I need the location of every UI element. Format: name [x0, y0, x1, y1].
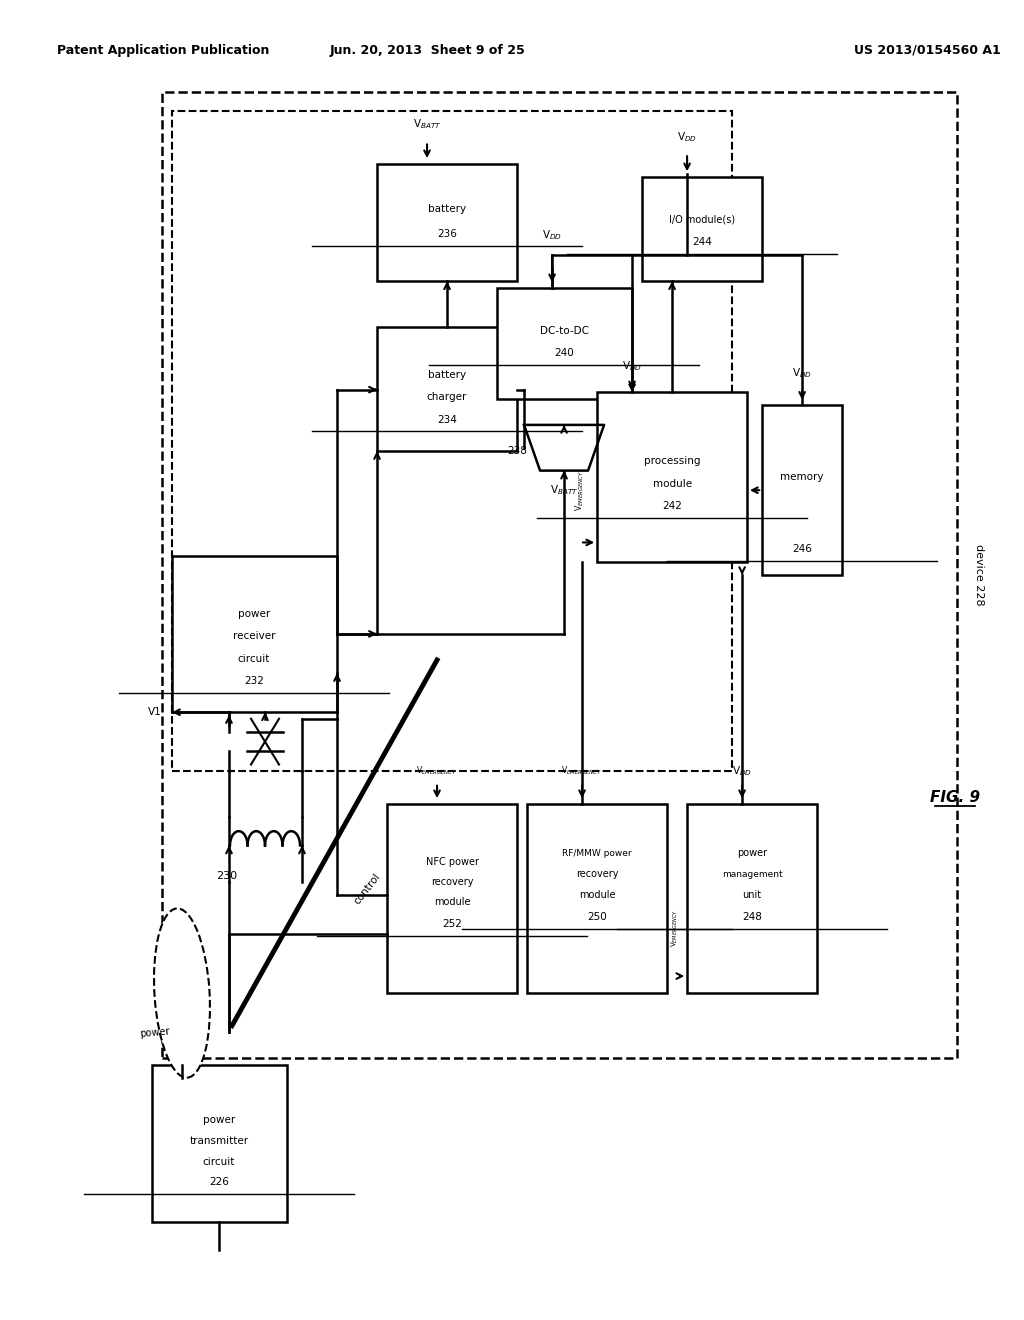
Text: 236: 236 — [437, 230, 457, 239]
Text: 248: 248 — [742, 912, 762, 923]
Text: processing: processing — [644, 457, 700, 466]
Text: V$_{BATT}$: V$_{BATT}$ — [550, 483, 579, 498]
FancyBboxPatch shape — [497, 288, 632, 399]
Text: V$_{DD}$: V$_{DD}$ — [732, 764, 752, 777]
FancyBboxPatch shape — [687, 804, 817, 993]
Text: power: power — [139, 1026, 170, 1039]
Text: recovery: recovery — [575, 869, 618, 879]
Text: control: control — [352, 871, 382, 906]
FancyBboxPatch shape — [762, 405, 842, 576]
Text: module: module — [579, 890, 615, 900]
Text: 252: 252 — [442, 919, 462, 929]
Text: charger: charger — [427, 392, 467, 403]
Text: Jun. 20, 2013  Sheet 9 of 25: Jun. 20, 2013 Sheet 9 of 25 — [329, 44, 525, 57]
FancyBboxPatch shape — [597, 392, 748, 562]
Text: V$_{DD}$: V$_{DD}$ — [542, 228, 562, 243]
FancyBboxPatch shape — [172, 111, 732, 771]
Text: module: module — [652, 479, 691, 488]
Text: 226: 226 — [209, 1177, 229, 1188]
Text: transmitter: transmitter — [189, 1135, 249, 1146]
Text: V$_{BATT}$: V$_{BATT}$ — [413, 117, 441, 132]
Text: battery: battery — [428, 205, 466, 214]
Text: DC-to-DC: DC-to-DC — [540, 326, 589, 335]
FancyBboxPatch shape — [172, 556, 337, 713]
Text: recovery: recovery — [431, 876, 473, 887]
FancyBboxPatch shape — [387, 804, 517, 993]
Text: 232: 232 — [244, 676, 264, 686]
Text: US 2013/0154560 A1: US 2013/0154560 A1 — [854, 44, 1000, 57]
Text: management: management — [722, 870, 782, 879]
Text: module: module — [434, 896, 470, 907]
Text: NFC power: NFC power — [426, 858, 478, 867]
Text: RF/MMW power: RF/MMW power — [562, 849, 632, 858]
FancyBboxPatch shape — [527, 804, 667, 993]
Text: 244: 244 — [692, 238, 712, 247]
FancyBboxPatch shape — [377, 164, 517, 281]
Text: unit: unit — [742, 890, 762, 900]
Text: 246: 246 — [793, 544, 812, 554]
Text: power: power — [737, 849, 767, 858]
Ellipse shape — [154, 908, 210, 1077]
Text: V$_{DD}$: V$_{DD}$ — [793, 366, 812, 380]
Text: circuit: circuit — [203, 1156, 236, 1167]
Text: device 228: device 228 — [974, 544, 984, 606]
Text: V$_{EMERGENCY}$: V$_{EMERGENCY}$ — [670, 908, 680, 946]
Text: V$_{DD}$: V$_{DD}$ — [622, 359, 642, 374]
Text: 238: 238 — [507, 446, 527, 455]
FancyBboxPatch shape — [152, 1065, 287, 1221]
Text: 250: 250 — [587, 912, 607, 923]
Text: 240: 240 — [554, 348, 573, 358]
Text: Patent Application Publication: Patent Application Publication — [57, 44, 269, 57]
Text: V$_{EMERGENCY}$: V$_{EMERGENCY}$ — [561, 764, 603, 777]
Text: circuit: circuit — [238, 653, 270, 664]
Text: FIG. 9: FIG. 9 — [930, 789, 980, 805]
Text: battery: battery — [428, 371, 466, 380]
Text: 230: 230 — [216, 870, 238, 880]
Text: memory: memory — [780, 473, 824, 482]
Text: receiver: receiver — [232, 631, 275, 642]
Text: 234: 234 — [437, 414, 457, 425]
Text: 242: 242 — [663, 500, 682, 511]
Text: I/O module(s): I/O module(s) — [669, 215, 735, 224]
Text: V1: V1 — [148, 708, 162, 717]
Text: V$_{EMERGENCY}$: V$_{EMERGENCY}$ — [573, 470, 587, 511]
Text: power: power — [203, 1115, 236, 1125]
FancyBboxPatch shape — [377, 327, 517, 451]
FancyBboxPatch shape — [642, 177, 762, 281]
FancyBboxPatch shape — [162, 92, 957, 1059]
Text: power: power — [238, 610, 270, 619]
Text: V$_{EMERGENCY}$: V$_{EMERGENCY}$ — [417, 764, 458, 777]
Text: V$_{DD}$: V$_{DD}$ — [677, 131, 697, 144]
